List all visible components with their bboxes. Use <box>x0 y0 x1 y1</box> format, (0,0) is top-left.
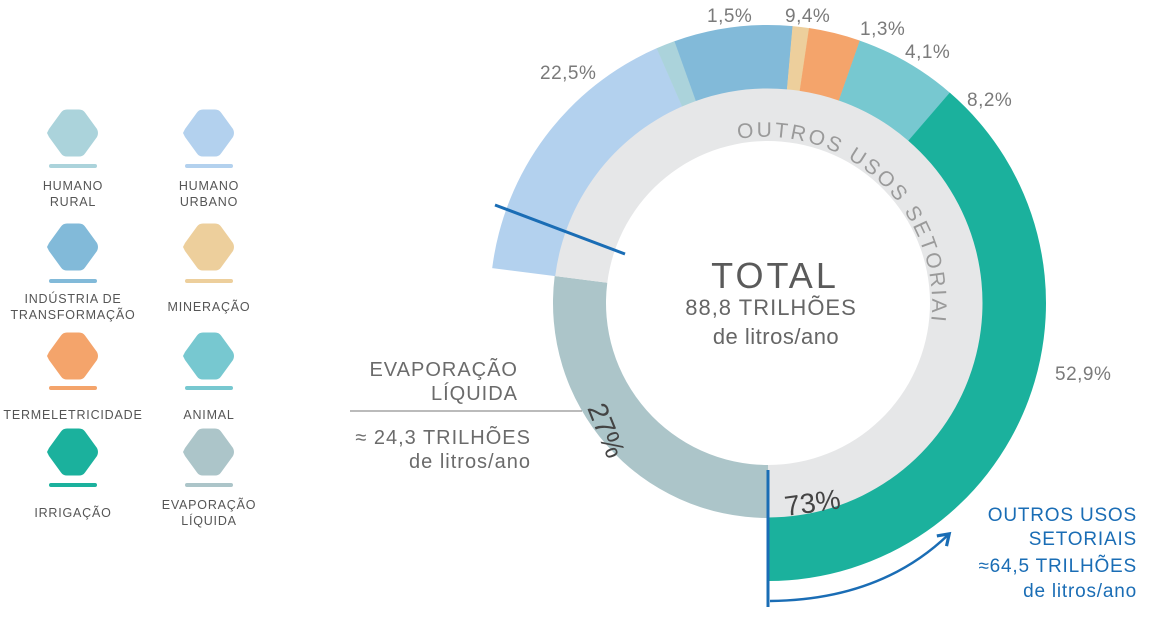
label-humano-rural: 1,5% <box>707 6 752 27</box>
legend-item: HUMANO RURAL <box>43 109 103 209</box>
label-industria: 9,4% <box>785 6 830 27</box>
segment-irriga-o <box>767 92 1046 581</box>
segment-evaporacao-liquida <box>552 276 768 518</box>
hexagon-icon <box>47 332 98 380</box>
legend-bar <box>185 279 233 283</box>
legend-item: MINERAÇÃO <box>168 223 251 314</box>
legend-label: URBANO <box>180 195 238 209</box>
legend-item: TERMELETRICIDADE <box>3 332 142 422</box>
legend-label: EVAPORAÇÃO <box>162 498 257 512</box>
hexagon-icon <box>47 428 98 476</box>
legend-bar <box>185 483 233 487</box>
legend-bar <box>185 386 233 390</box>
legend-item: IRRIGAÇÃO <box>34 428 111 520</box>
split-divider-line <box>494 203 626 256</box>
legend-bar <box>49 386 97 390</box>
legend-item: INDÚSTRIA DE TRANSFORMAÇÃO <box>11 223 136 322</box>
legend: HUMANO RURAL HUMANO URBANO INDÚSTRIA DE TRANS… <box>3 109 257 528</box>
legend-label: INDÚSTRIA DE <box>24 291 121 306</box>
legend-label: ANIMAL <box>183 408 234 422</box>
legend-label: TERMELETRICIDADE <box>3 408 142 422</box>
hexagon-icon <box>183 109 234 157</box>
segment-animal <box>838 40 950 141</box>
outros-note-line1: OUTROS USOS <box>988 505 1137 526</box>
evap-note-line2: LÍQUIDA <box>431 382 518 405</box>
hexagon-icon <box>183 428 234 476</box>
hexagon-icon <box>183 332 234 380</box>
outros-note-line3: ≈64,5 TRILHÕES <box>978 555 1137 577</box>
legend-bar <box>49 164 97 168</box>
legend-bar <box>185 164 233 168</box>
segment-minera-o <box>786 26 810 91</box>
center-title: TOTAL <box>711 255 839 296</box>
label-termeletricidade: 4,1% <box>905 42 950 63</box>
label-animal: 8,2% <box>967 90 1012 111</box>
segment-humano-urbano <box>492 48 683 277</box>
legend-label: IRRIGAÇÃO <box>34 506 111 520</box>
outros-note-line4: de litros/ano <box>1023 581 1137 602</box>
legend-item: HUMANO URBANO <box>179 109 239 209</box>
evap-note-line1: EVAPORAÇÃO <box>369 357 518 381</box>
segment-termeletricidade <box>799 28 860 101</box>
label-irrigacao: 52,9% <box>1055 364 1111 385</box>
segment-ind-stria-de-transforma-o <box>674 24 793 102</box>
legend-label: RURAL <box>50 195 96 209</box>
arrow-icon <box>769 531 952 603</box>
legend-label: TRANSFORMAÇÃO <box>11 308 136 322</box>
legend-bar <box>49 279 97 283</box>
label-humano-urbano: 22,5% <box>540 63 596 84</box>
segment-humano-rural <box>656 41 696 107</box>
label-mineracao: 1,3% <box>860 19 905 40</box>
label-outros-pct: 73% <box>783 483 843 521</box>
legend-item: ANIMAL <box>183 332 234 422</box>
legend-bar <box>49 483 97 487</box>
hexagon-icon <box>183 223 234 271</box>
donut-rings <box>492 24 1046 581</box>
legend-label: HUMANO <box>179 179 239 193</box>
legend-label: HUMANO <box>43 179 103 193</box>
legend-label: MINERAÇÃO <box>168 300 251 314</box>
hexagon-icon <box>47 223 98 271</box>
center-total: 88,8 TRILHÕES <box>685 295 857 320</box>
outros-note-line2: SETORIAIS <box>1029 529 1137 550</box>
center-unit: de litros/ano <box>713 324 839 349</box>
hexagon-icon <box>47 109 98 157</box>
evap-note-line3: ≈ 24,3 TRILHÕES <box>355 425 531 449</box>
legend-label: LÍQUIDA <box>181 513 237 528</box>
evap-note-line4: de litros/ano <box>409 451 531 473</box>
